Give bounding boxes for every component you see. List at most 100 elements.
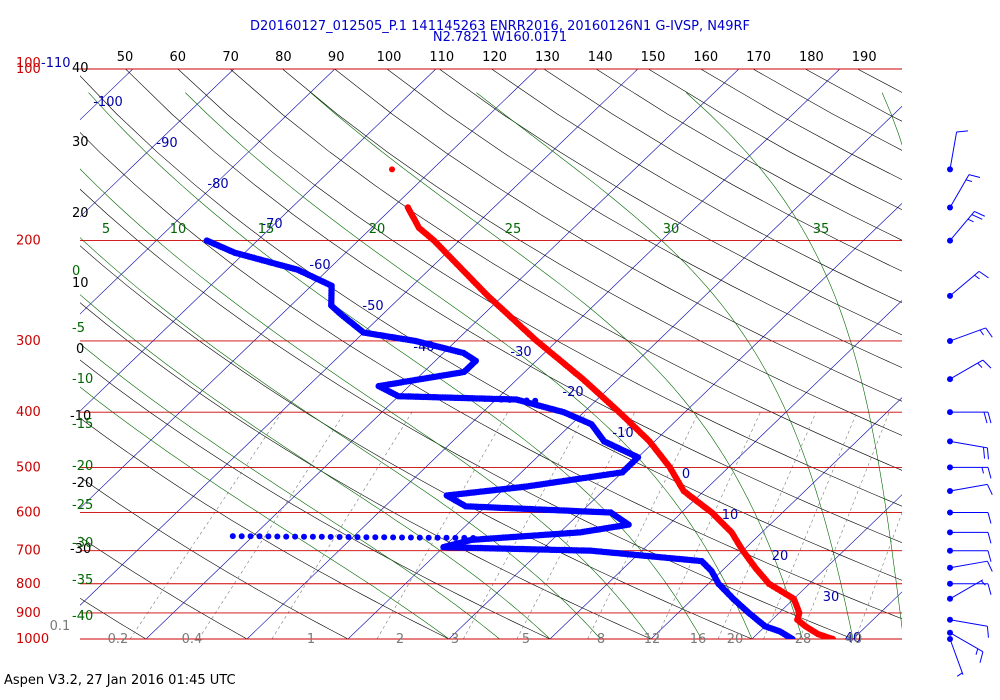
dry-adiabat-line — [177, 69, 902, 507]
wind-barb-flag — [974, 211, 985, 217]
wind-barb-flag — [987, 512, 992, 524]
wind-barb-flag — [985, 327, 993, 338]
dewpoint-point — [265, 533, 272, 540]
temperature-point — [404, 204, 412, 211]
dewpoint-point — [363, 534, 370, 541]
wind-barb-flag — [986, 626, 989, 638]
isotherm-label: 40 — [845, 631, 862, 646]
mixing-ratio-line — [376, 412, 509, 639]
pressure-label: 100 — [16, 62, 41, 77]
top-axis-tick-label: 90 — [328, 50, 345, 65]
dewpoint-point — [523, 397, 530, 404]
dry-adiabat-line — [857, 69, 902, 93]
moist-side-label: -10 — [72, 372, 93, 387]
moist-adiabat-label: 35 — [813, 222, 830, 237]
isotherm-line — [954, 69, 1000, 639]
dewpoint-point — [318, 533, 325, 540]
dewpoint-point — [515, 397, 522, 404]
top-axis-tick-label: 160 — [693, 50, 718, 65]
top-axis-tick-label: 60 — [170, 50, 187, 65]
wind-barb-staff — [949, 327, 986, 342]
dry-adiabat-line — [80, 245, 753, 639]
isotherm-label: -30 — [510, 345, 531, 360]
wind-barb-flag — [986, 447, 989, 460]
top-axis-tick-label: 150 — [641, 50, 666, 65]
moist-side-label: -30 — [72, 536, 93, 551]
moist-side-label: -35 — [72, 573, 93, 588]
dewpoint-point — [203, 237, 210, 244]
isotherm-line — [650, 397, 902, 639]
wind-barb-flag — [979, 329, 984, 336]
wind-barb — [947, 359, 992, 383]
dry-adiabat-line — [80, 359, 551, 639]
wind-barb — [947, 529, 992, 544]
dry-adiabat-label: 0 — [76, 342, 84, 357]
moist-adiabat-label: 20 — [369, 222, 386, 237]
dry-adiabat-line — [80, 536, 248, 639]
dewpoint-point — [345, 534, 352, 540]
isotherm-line — [80, 69, 437, 412]
top-axis-tick-label: 180 — [799, 50, 824, 65]
wind-barb-flag — [956, 672, 963, 677]
dewpoint-point — [416, 534, 423, 541]
mixing-ratio-label: 16 — [690, 632, 707, 647]
moist-adiabat-line — [80, 343, 500, 639]
wind-barb-flag — [968, 174, 981, 179]
dry-adiabat-line — [125, 69, 902, 544]
chart-title-line-2: N2.7821 W160.0171 — [432, 30, 568, 45]
top-axis-tick-label: 50 — [117, 50, 134, 65]
wind-barb-flag — [987, 550, 992, 562]
dry-adiabat-line — [439, 69, 902, 336]
top-axis-tick-label: 70 — [222, 50, 239, 65]
moist-adiabat-label: 5 — [102, 222, 110, 237]
isotherm-line — [751, 494, 902, 639]
dewpoint-point — [336, 534, 343, 540]
isotherm-label: -90 — [156, 136, 177, 151]
mixing-ratio-label: 5 — [522, 632, 530, 647]
moist-side-label: 0 — [72, 264, 80, 279]
wind-barb — [947, 409, 992, 424]
dewpoint-point — [292, 533, 299, 540]
mixing-ratio-label: 2 — [396, 632, 404, 647]
wind-barb-flag — [986, 560, 993, 572]
dewpoint-point — [238, 533, 245, 540]
dry-adiabat-line — [80, 302, 652, 639]
chart-title-line-1: D20160127_012505_P.1 141145263 ENRR2016,… — [250, 19, 750, 34]
pressure-label: 500 — [16, 460, 41, 475]
dry-adiabat-line — [752, 69, 902, 151]
isotherm-line — [80, 69, 336, 315]
dewpoint-point — [532, 397, 539, 404]
pressure-label: 200 — [16, 234, 41, 249]
moist-adiabat-label: 25 — [505, 222, 522, 237]
isotherm-label: -70 — [261, 217, 282, 232]
moist-side-label: -25 — [72, 498, 93, 513]
top-axis-tick-label: 110 — [429, 50, 454, 65]
wind-barb — [947, 560, 993, 572]
mixing-ratio-label: 28 — [795, 632, 812, 647]
moist-adiabat-line — [80, 294, 551, 639]
isobar-lines — [80, 68, 902, 640]
wind-barb-staff — [949, 440, 988, 449]
pressure-label: 800 — [16, 577, 41, 592]
mixing-ratio-line — [271, 412, 413, 639]
isotherm-label: -100 — [93, 95, 123, 110]
mixing-ratio-label: 3 — [451, 632, 459, 647]
pressure-label: 900 — [16, 606, 41, 621]
sounding-profiles — [203, 166, 836, 639]
dry-adiabat-line — [80, 417, 450, 639]
wind-barb-flag — [975, 648, 979, 655]
dewpoint-point — [283, 533, 290, 540]
isotherm-label: -10 — [612, 426, 633, 441]
wind-barb-flag — [965, 179, 973, 183]
wind-barb — [947, 464, 992, 479]
mixing-ratio-line — [799, 412, 890, 639]
dewpoint-point — [422, 393, 429, 400]
wind-barb-flag — [987, 583, 992, 595]
dry-adiabat-line — [282, 69, 902, 436]
isotherm-label: 0 — [682, 467, 690, 482]
isotherm-label: -110 — [41, 56, 71, 71]
dry-adiabat-label: 10 — [72, 276, 89, 291]
moist-side-label: -15 — [72, 417, 93, 432]
wind-barb-flag — [974, 274, 980, 280]
dry-adiabat-label: -20 — [72, 476, 93, 491]
